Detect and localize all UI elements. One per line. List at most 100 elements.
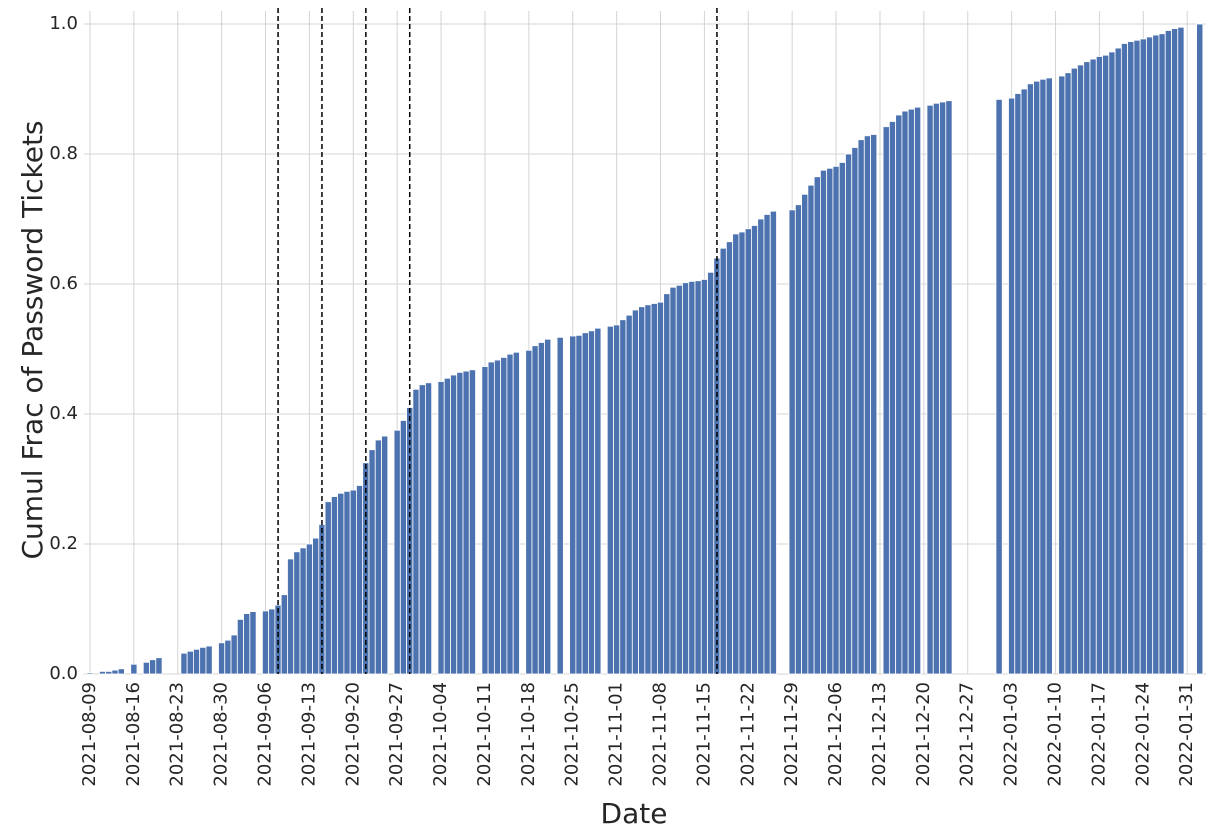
bar [531, 345, 539, 675]
bar [299, 547, 307, 675]
bar [738, 231, 746, 675]
bar [1171, 28, 1179, 675]
bar [1133, 39, 1141, 675]
bar [261, 610, 270, 675]
bar [1008, 97, 1016, 675]
bar [86, 672, 94, 675]
bar [443, 377, 451, 675]
bar [769, 210, 777, 675]
bar [450, 374, 458, 675]
x-tick-label: 2021-12-06 [825, 682, 846, 787]
bar [650, 303, 658, 675]
bar [205, 645, 213, 675]
x-tick-label: 2021-09-20 [342, 682, 363, 787]
bar [1070, 67, 1078, 675]
bar [512, 351, 520, 675]
bar [882, 126, 890, 675]
bar [901, 110, 909, 675]
bar [788, 209, 796, 675]
y-tick-label: 0.6 [49, 273, 78, 294]
bar [1120, 43, 1129, 675]
bar [149, 659, 157, 675]
bar [243, 613, 251, 675]
bar [224, 639, 232, 675]
bar [142, 661, 150, 675]
bar [575, 334, 583, 675]
bar [851, 147, 859, 675]
bar [744, 228, 752, 675]
bar [870, 134, 878, 675]
bar [700, 279, 708, 675]
bar [838, 162, 846, 675]
x-tick-label: 2022-01-10 [1045, 682, 1066, 787]
x-tick-label: 2022-01-03 [1001, 682, 1022, 787]
bar [1177, 26, 1185, 675]
bar [688, 280, 696, 675]
bar [155, 657, 163, 675]
bar [995, 99, 1003, 675]
bar [506, 353, 514, 675]
bar [425, 382, 433, 675]
bar [399, 420, 407, 675]
y-tick-label: 0.2 [49, 533, 78, 554]
bar [393, 429, 401, 675]
bar [857, 139, 865, 675]
bar [305, 543, 313, 675]
bar [801, 193, 809, 675]
bar [926, 104, 934, 675]
x-tick-label: 2021-11-08 [650, 682, 671, 787]
bar [287, 558, 295, 675]
bar [280, 594, 288, 675]
bar [1114, 47, 1122, 675]
bar [725, 241, 734, 675]
bar [682, 282, 690, 675]
bar [1020, 88, 1028, 675]
bar [349, 489, 357, 675]
bar [638, 306, 646, 675]
bar [732, 233, 740, 675]
y-tick-label: 0.8 [49, 143, 78, 164]
x-tick-label: 2021-09-13 [298, 682, 319, 787]
bar [236, 619, 244, 675]
bar [186, 650, 194, 675]
x-tick-label: 2021-12-27 [957, 682, 978, 787]
bar [1039, 78, 1047, 675]
bar [1026, 83, 1034, 675]
grid: 0.0 0.2 0.4 0.6 0.8 1.0 2021-08-09 2021-08-16 20… [49, 11, 1206, 787]
x-tick-label: 2021-08-23 [167, 682, 188, 787]
bar [493, 359, 502, 675]
bar [218, 642, 226, 675]
x-tick-label: 2021-10-25 [562, 682, 583, 787]
bar [644, 304, 652, 675]
bar [1089, 58, 1097, 675]
bar [763, 214, 771, 675]
x-axis-label: Date [601, 797, 668, 830]
bar [588, 330, 596, 675]
bar [656, 301, 665, 675]
bar [274, 604, 282, 675]
bar [111, 669, 119, 675]
bar [757, 218, 765, 675]
x-tick-label: 2021-10-11 [474, 682, 495, 787]
bar [437, 381, 445, 675]
bar [914, 106, 922, 675]
bar [694, 280, 702, 675]
bar [1164, 30, 1172, 675]
x-tick-label: 2021-09-06 [255, 682, 276, 787]
bar [675, 284, 683, 675]
bar [249, 611, 257, 675]
bar [945, 100, 953, 675]
bar [468, 369, 476, 675]
y-tick-label: 1.0 [49, 13, 78, 34]
bar [525, 349, 533, 675]
bar [312, 537, 320, 675]
bar [293, 551, 301, 675]
x-tick-label: 2022-01-24 [1132, 682, 1153, 787]
bar [356, 485, 364, 675]
bar [544, 338, 552, 675]
x-tick-label: 2021-12-13 [869, 682, 890, 787]
bar [1077, 64, 1085, 675]
bar [368, 449, 376, 675]
x-tick-label: 2021-10-18 [518, 682, 539, 787]
